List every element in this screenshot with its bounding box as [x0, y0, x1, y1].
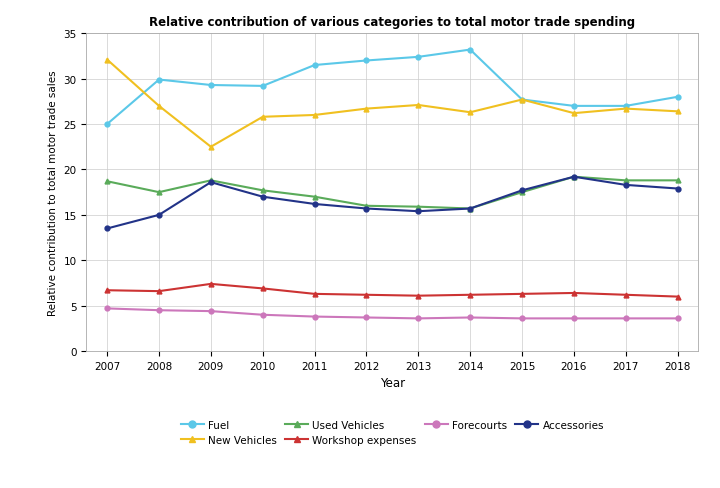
Accessories — [258, 194, 267, 200]
Used Vehicles — [103, 179, 112, 185]
Workshop expenses — [570, 290, 578, 296]
New Vehicles — [518, 98, 526, 103]
Accessories — [673, 186, 682, 192]
Fuel — [362, 59, 371, 64]
Workshop expenses — [258, 286, 267, 292]
Fuel — [570, 104, 578, 110]
Forecourts — [570, 316, 578, 322]
Forecourts — [310, 314, 319, 320]
Forecourts — [103, 306, 112, 312]
New Vehicles — [466, 110, 474, 116]
New Vehicles — [207, 144, 215, 150]
Workshop expenses — [673, 294, 682, 300]
Used Vehicles — [518, 190, 526, 196]
Accessories — [310, 202, 319, 207]
Line: Accessories: Accessories — [104, 175, 680, 231]
Fuel — [518, 98, 526, 103]
Workshop expenses — [362, 292, 371, 298]
Workshop expenses — [155, 288, 163, 294]
New Vehicles — [621, 106, 630, 112]
Forecourts — [414, 316, 423, 322]
Fuel — [258, 84, 267, 90]
Accessories — [414, 209, 423, 215]
New Vehicles — [103, 58, 112, 63]
Forecourts — [518, 316, 526, 322]
Fuel — [103, 122, 112, 128]
Accessories — [155, 212, 163, 218]
Fuel — [466, 47, 474, 53]
Forecourts — [258, 312, 267, 318]
Line: Forecourts: Forecourts — [104, 306, 680, 321]
Used Vehicles — [570, 174, 578, 180]
Fuel — [310, 63, 319, 69]
Used Vehicles — [362, 203, 371, 209]
Accessories — [362, 206, 371, 212]
Workshop expenses — [621, 292, 630, 298]
New Vehicles — [258, 115, 267, 121]
Fuel — [155, 78, 163, 83]
Workshop expenses — [466, 292, 474, 298]
New Vehicles — [414, 103, 423, 109]
Workshop expenses — [103, 288, 112, 294]
Forecourts — [466, 315, 474, 321]
Title: Relative contribution of various categories to total motor trade spending: Relative contribution of various categor… — [149, 16, 636, 29]
Fuel — [414, 55, 423, 61]
Accessories — [621, 183, 630, 188]
Workshop expenses — [310, 291, 319, 297]
New Vehicles — [570, 111, 578, 117]
Used Vehicles — [310, 194, 319, 200]
Accessories — [518, 188, 526, 194]
Used Vehicles — [207, 178, 215, 184]
New Vehicles — [310, 113, 319, 119]
Forecourts — [207, 308, 215, 314]
Legend: Fuel, New Vehicles, Used Vehicles, Workshop expenses, Forecourts, Accessories: Fuel, New Vehicles, Used Vehicles, Works… — [181, 420, 604, 445]
Used Vehicles — [258, 188, 267, 194]
Workshop expenses — [207, 282, 215, 287]
New Vehicles — [362, 106, 371, 112]
New Vehicles — [155, 104, 163, 110]
Line: New Vehicles: New Vehicles — [104, 58, 680, 150]
Used Vehicles — [155, 190, 163, 196]
Fuel — [621, 104, 630, 110]
Forecourts — [362, 315, 371, 321]
Used Vehicles — [673, 178, 682, 184]
Line: Used Vehicles: Used Vehicles — [104, 175, 680, 211]
Accessories — [103, 226, 112, 232]
Forecourts — [621, 316, 630, 322]
Used Vehicles — [621, 178, 630, 184]
Accessories — [207, 180, 215, 186]
New Vehicles — [673, 109, 682, 115]
Line: Fuel: Fuel — [104, 48, 680, 127]
Forecourts — [673, 316, 682, 322]
Line: Workshop expenses: Workshop expenses — [104, 282, 680, 300]
Used Vehicles — [414, 204, 423, 210]
Used Vehicles — [466, 206, 474, 212]
X-axis label: Year: Year — [380, 377, 405, 389]
Accessories — [466, 206, 474, 212]
Fuel — [207, 83, 215, 89]
Workshop expenses — [414, 293, 423, 299]
Forecourts — [155, 307, 163, 313]
Accessories — [570, 174, 578, 180]
Workshop expenses — [518, 291, 526, 297]
Y-axis label: Relative contribution to total motor trade sales: Relative contribution to total motor tra… — [48, 70, 58, 315]
Fuel — [673, 95, 682, 101]
